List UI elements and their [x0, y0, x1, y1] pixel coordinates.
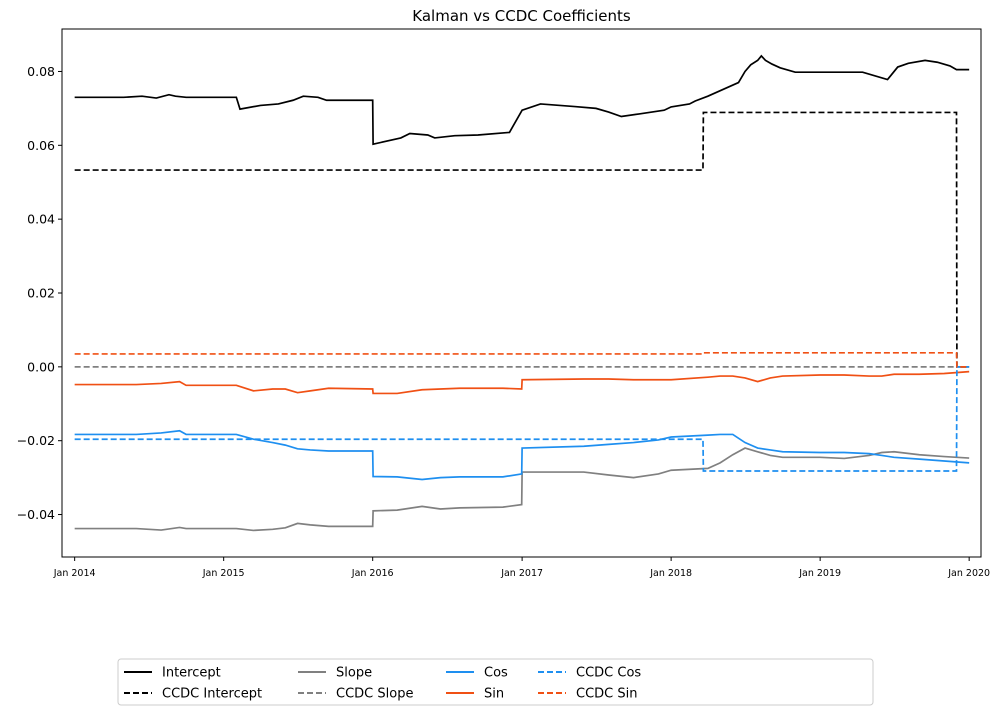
legend-label: Slope — [336, 666, 372, 681]
legend-label: CCDC Sin — [576, 687, 637, 702]
y-tick-label: 0.00 — [27, 359, 55, 374]
series-layer — [74, 54, 970, 532]
x-tick-label: Jan 2016 — [351, 568, 394, 579]
x-axis: Jan 2014 Jan 2015 Jan 2016 Jan 2017 Jan 2018… — [53, 557, 990, 579]
y-tick-label: −0.04 — [17, 507, 55, 522]
legend: Intercept CCDC Intercept Slope CCDC Slope Co… — [117, 658, 874, 706]
series-line-ccdc-sin — [74, 351, 970, 368]
legend-label: Cos — [484, 666, 508, 681]
y-tick-label: 0.06 — [27, 138, 55, 153]
x-tick-label: Jan 2018 — [649, 568, 692, 579]
x-tick-label: Jan 2014 — [53, 568, 96, 579]
x-tick-label: Jan 2020 — [947, 568, 990, 579]
y-tick-label: 0.02 — [27, 286, 55, 301]
y-tick-label: 0.04 — [27, 212, 55, 227]
y-tick-label: −0.02 — [17, 433, 55, 448]
legend-label: CCDC Cos — [576, 666, 641, 681]
series-line-ccdc-intercept — [74, 111, 970, 368]
legend-label: Sin — [484, 687, 504, 702]
legend-label: CCDC Slope — [336, 687, 413, 702]
chart-title: Kalman vs CCDC Coefficients — [412, 7, 631, 25]
series-line-ccdc-cos — [74, 366, 970, 472]
series-line-cos — [74, 429, 970, 481]
x-tick-label: Jan 2017 — [500, 568, 543, 579]
x-tick-label: Jan 2019 — [798, 568, 841, 579]
x-tick-label: Jan 2015 — [202, 568, 245, 579]
series-line-intercept — [74, 54, 970, 146]
legend-label: CCDC Intercept — [162, 687, 262, 702]
y-axis: −0.04 −0.02 0.00 0.02 0.04 0.06 0.08 — [17, 64, 62, 522]
legend-box — [117, 658, 874, 706]
legend-label: Intercept — [162, 666, 221, 681]
series-line-sin — [74, 370, 970, 395]
y-tick-label: 0.08 — [27, 64, 55, 79]
